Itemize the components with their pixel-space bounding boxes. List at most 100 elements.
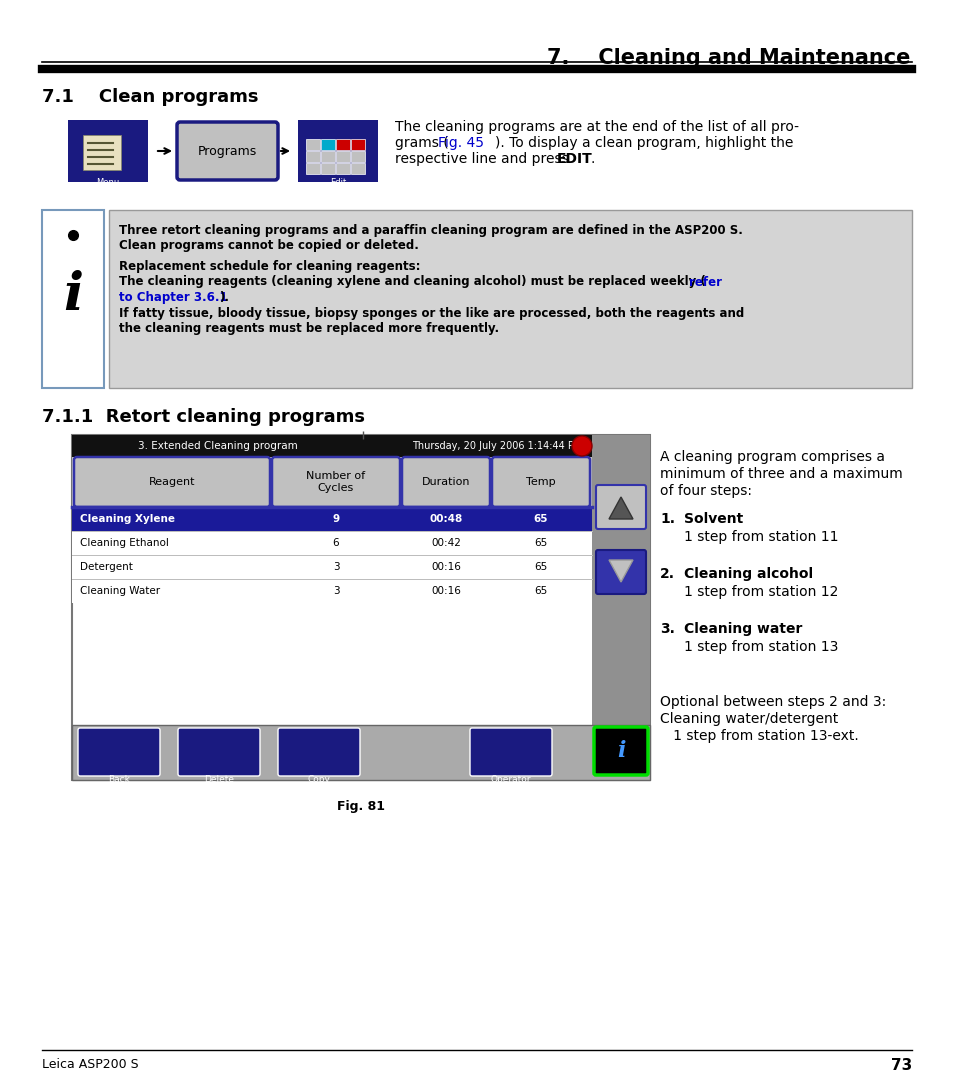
- Bar: [71, 507, 592, 531]
- Text: Cleaning alcohol: Cleaning alcohol: [683, 567, 812, 581]
- Bar: [71, 435, 649, 780]
- Text: i: i: [616, 740, 624, 762]
- Text: 1 step from station 11: 1 step from station 11: [683, 530, 838, 544]
- Text: Optional between steps 2 and 3:: Optional between steps 2 and 3:: [659, 696, 885, 708]
- Text: Number of
Cycles: Number of Cycles: [306, 471, 365, 492]
- Text: Replacement schedule for cleaning reagents:: Replacement schedule for cleaning reagen…: [119, 260, 420, 273]
- Bar: [592, 435, 649, 780]
- Bar: [320, 163, 335, 174]
- Text: 1 step from station 12: 1 step from station 12: [683, 585, 838, 599]
- Text: 65: 65: [534, 562, 547, 572]
- Bar: [297, 120, 377, 183]
- Text: Edit: Edit: [330, 178, 346, 187]
- Text: 65: 65: [533, 514, 548, 524]
- Bar: [68, 168, 148, 183]
- Polygon shape: [608, 497, 633, 519]
- Text: 1 step from station 13: 1 step from station 13: [683, 640, 838, 654]
- Bar: [71, 531, 592, 555]
- FancyBboxPatch shape: [272, 457, 399, 507]
- Bar: [68, 120, 148, 183]
- Bar: [320, 151, 335, 162]
- Text: i: i: [63, 270, 83, 321]
- Text: 00:16: 00:16: [431, 586, 460, 596]
- Text: EDIT: EDIT: [557, 152, 592, 166]
- Bar: [71, 725, 649, 780]
- Bar: [71, 555, 592, 579]
- Text: Solvent: Solvent: [683, 512, 742, 526]
- Text: Thursday, 20 July 2006 1:14:44 PM: Thursday, 20 July 2006 1:14:44 PM: [412, 441, 582, 451]
- Text: the cleaning reagents must be replaced more frequently.: the cleaning reagents must be replaced m…: [119, 322, 498, 335]
- Text: Copy: Copy: [307, 775, 330, 784]
- Text: Clean programs cannot be copied or deleted.: Clean programs cannot be copied or delet…: [119, 240, 418, 253]
- Bar: [335, 151, 350, 162]
- Text: grams (: grams (: [395, 136, 448, 150]
- Bar: [306, 151, 319, 162]
- Bar: [83, 135, 121, 170]
- Bar: [320, 139, 335, 150]
- Text: A cleaning program comprises a: A cleaning program comprises a: [659, 450, 884, 464]
- Text: 7.    Cleaning and Maintenance: 7. Cleaning and Maintenance: [546, 48, 909, 68]
- Text: 3: 3: [333, 562, 339, 572]
- Text: 3.: 3.: [659, 622, 674, 636]
- Bar: [351, 139, 365, 150]
- Text: Fig. 45: Fig. 45: [437, 136, 483, 150]
- Text: 65: 65: [534, 586, 547, 596]
- FancyBboxPatch shape: [177, 122, 277, 180]
- Text: Back: Back: [108, 775, 130, 784]
- FancyBboxPatch shape: [596, 550, 645, 594]
- FancyBboxPatch shape: [492, 457, 589, 507]
- Text: Leica ASP200 S: Leica ASP200 S: [42, 1058, 138, 1071]
- Text: 3. Extended Cleaning program: 3. Extended Cleaning program: [137, 441, 297, 451]
- Text: refer: refer: [688, 275, 721, 288]
- Text: 7.1    Clean programs: 7.1 Clean programs: [42, 87, 258, 106]
- Text: The cleaning programs are at the end of the list of all pro-: The cleaning programs are at the end of …: [395, 120, 799, 134]
- Text: 73: 73: [890, 1058, 911, 1074]
- Text: 1.: 1.: [659, 512, 675, 526]
- Text: of four steps:: of four steps:: [659, 484, 751, 498]
- Text: ). To display a clean program, highlight the: ). To display a clean program, highlight…: [495, 136, 793, 150]
- Text: If fatty tissue, bloody tissue, biopsy sponges or the like are processed, both t: If fatty tissue, bloody tissue, biopsy s…: [119, 307, 743, 320]
- Text: Programs: Programs: [197, 145, 257, 158]
- Circle shape: [572, 436, 592, 456]
- Bar: [306, 139, 319, 150]
- Text: Fig. 81: Fig. 81: [336, 800, 385, 813]
- Text: minimum of three and a maximum: minimum of three and a maximum: [659, 467, 902, 481]
- Text: Cleaning Xylene: Cleaning Xylene: [80, 514, 174, 524]
- Text: Detergent: Detergent: [80, 562, 132, 572]
- Text: ).: ).: [219, 291, 229, 303]
- Bar: [335, 163, 350, 174]
- Text: Temp: Temp: [526, 477, 556, 487]
- Text: 2.: 2.: [659, 567, 675, 581]
- Text: 65: 65: [534, 538, 547, 548]
- Text: to Chapter 3.6.1: to Chapter 3.6.1: [119, 291, 228, 303]
- Text: Cleaning water: Cleaning water: [683, 622, 801, 636]
- Text: Delete: Delete: [204, 775, 233, 784]
- Text: respective line and press: respective line and press: [395, 152, 573, 166]
- Text: .: .: [590, 152, 595, 166]
- Text: 00:42: 00:42: [431, 538, 460, 548]
- Text: 6: 6: [333, 538, 339, 548]
- Text: 00:48: 00:48: [429, 514, 462, 524]
- FancyBboxPatch shape: [594, 727, 647, 775]
- Bar: [71, 457, 592, 507]
- Bar: [71, 579, 592, 603]
- Bar: [71, 435, 649, 457]
- Text: 7.1.1  Retort cleaning programs: 7.1.1 Retort cleaning programs: [42, 408, 365, 426]
- Text: Operator: Operator: [490, 775, 531, 784]
- Polygon shape: [608, 561, 633, 582]
- FancyBboxPatch shape: [178, 728, 260, 777]
- FancyBboxPatch shape: [401, 457, 490, 507]
- Bar: [351, 151, 365, 162]
- Bar: [351, 163, 365, 174]
- Text: Duration: Duration: [421, 477, 470, 487]
- FancyBboxPatch shape: [277, 728, 359, 777]
- Text: Cleaning water/detergent: Cleaning water/detergent: [659, 712, 838, 726]
- Text: Reagent: Reagent: [149, 477, 195, 487]
- Text: The cleaning reagents (cleaning xylene and cleaning alcohol) must be replaced we: The cleaning reagents (cleaning xylene a…: [119, 275, 705, 288]
- Text: 00:16: 00:16: [431, 562, 460, 572]
- Text: Cleaning Ethanol: Cleaning Ethanol: [80, 538, 169, 548]
- FancyBboxPatch shape: [78, 728, 160, 777]
- Text: 1 step from station 13-ext.: 1 step from station 13-ext.: [659, 729, 858, 743]
- FancyBboxPatch shape: [74, 457, 270, 507]
- Bar: [306, 163, 319, 174]
